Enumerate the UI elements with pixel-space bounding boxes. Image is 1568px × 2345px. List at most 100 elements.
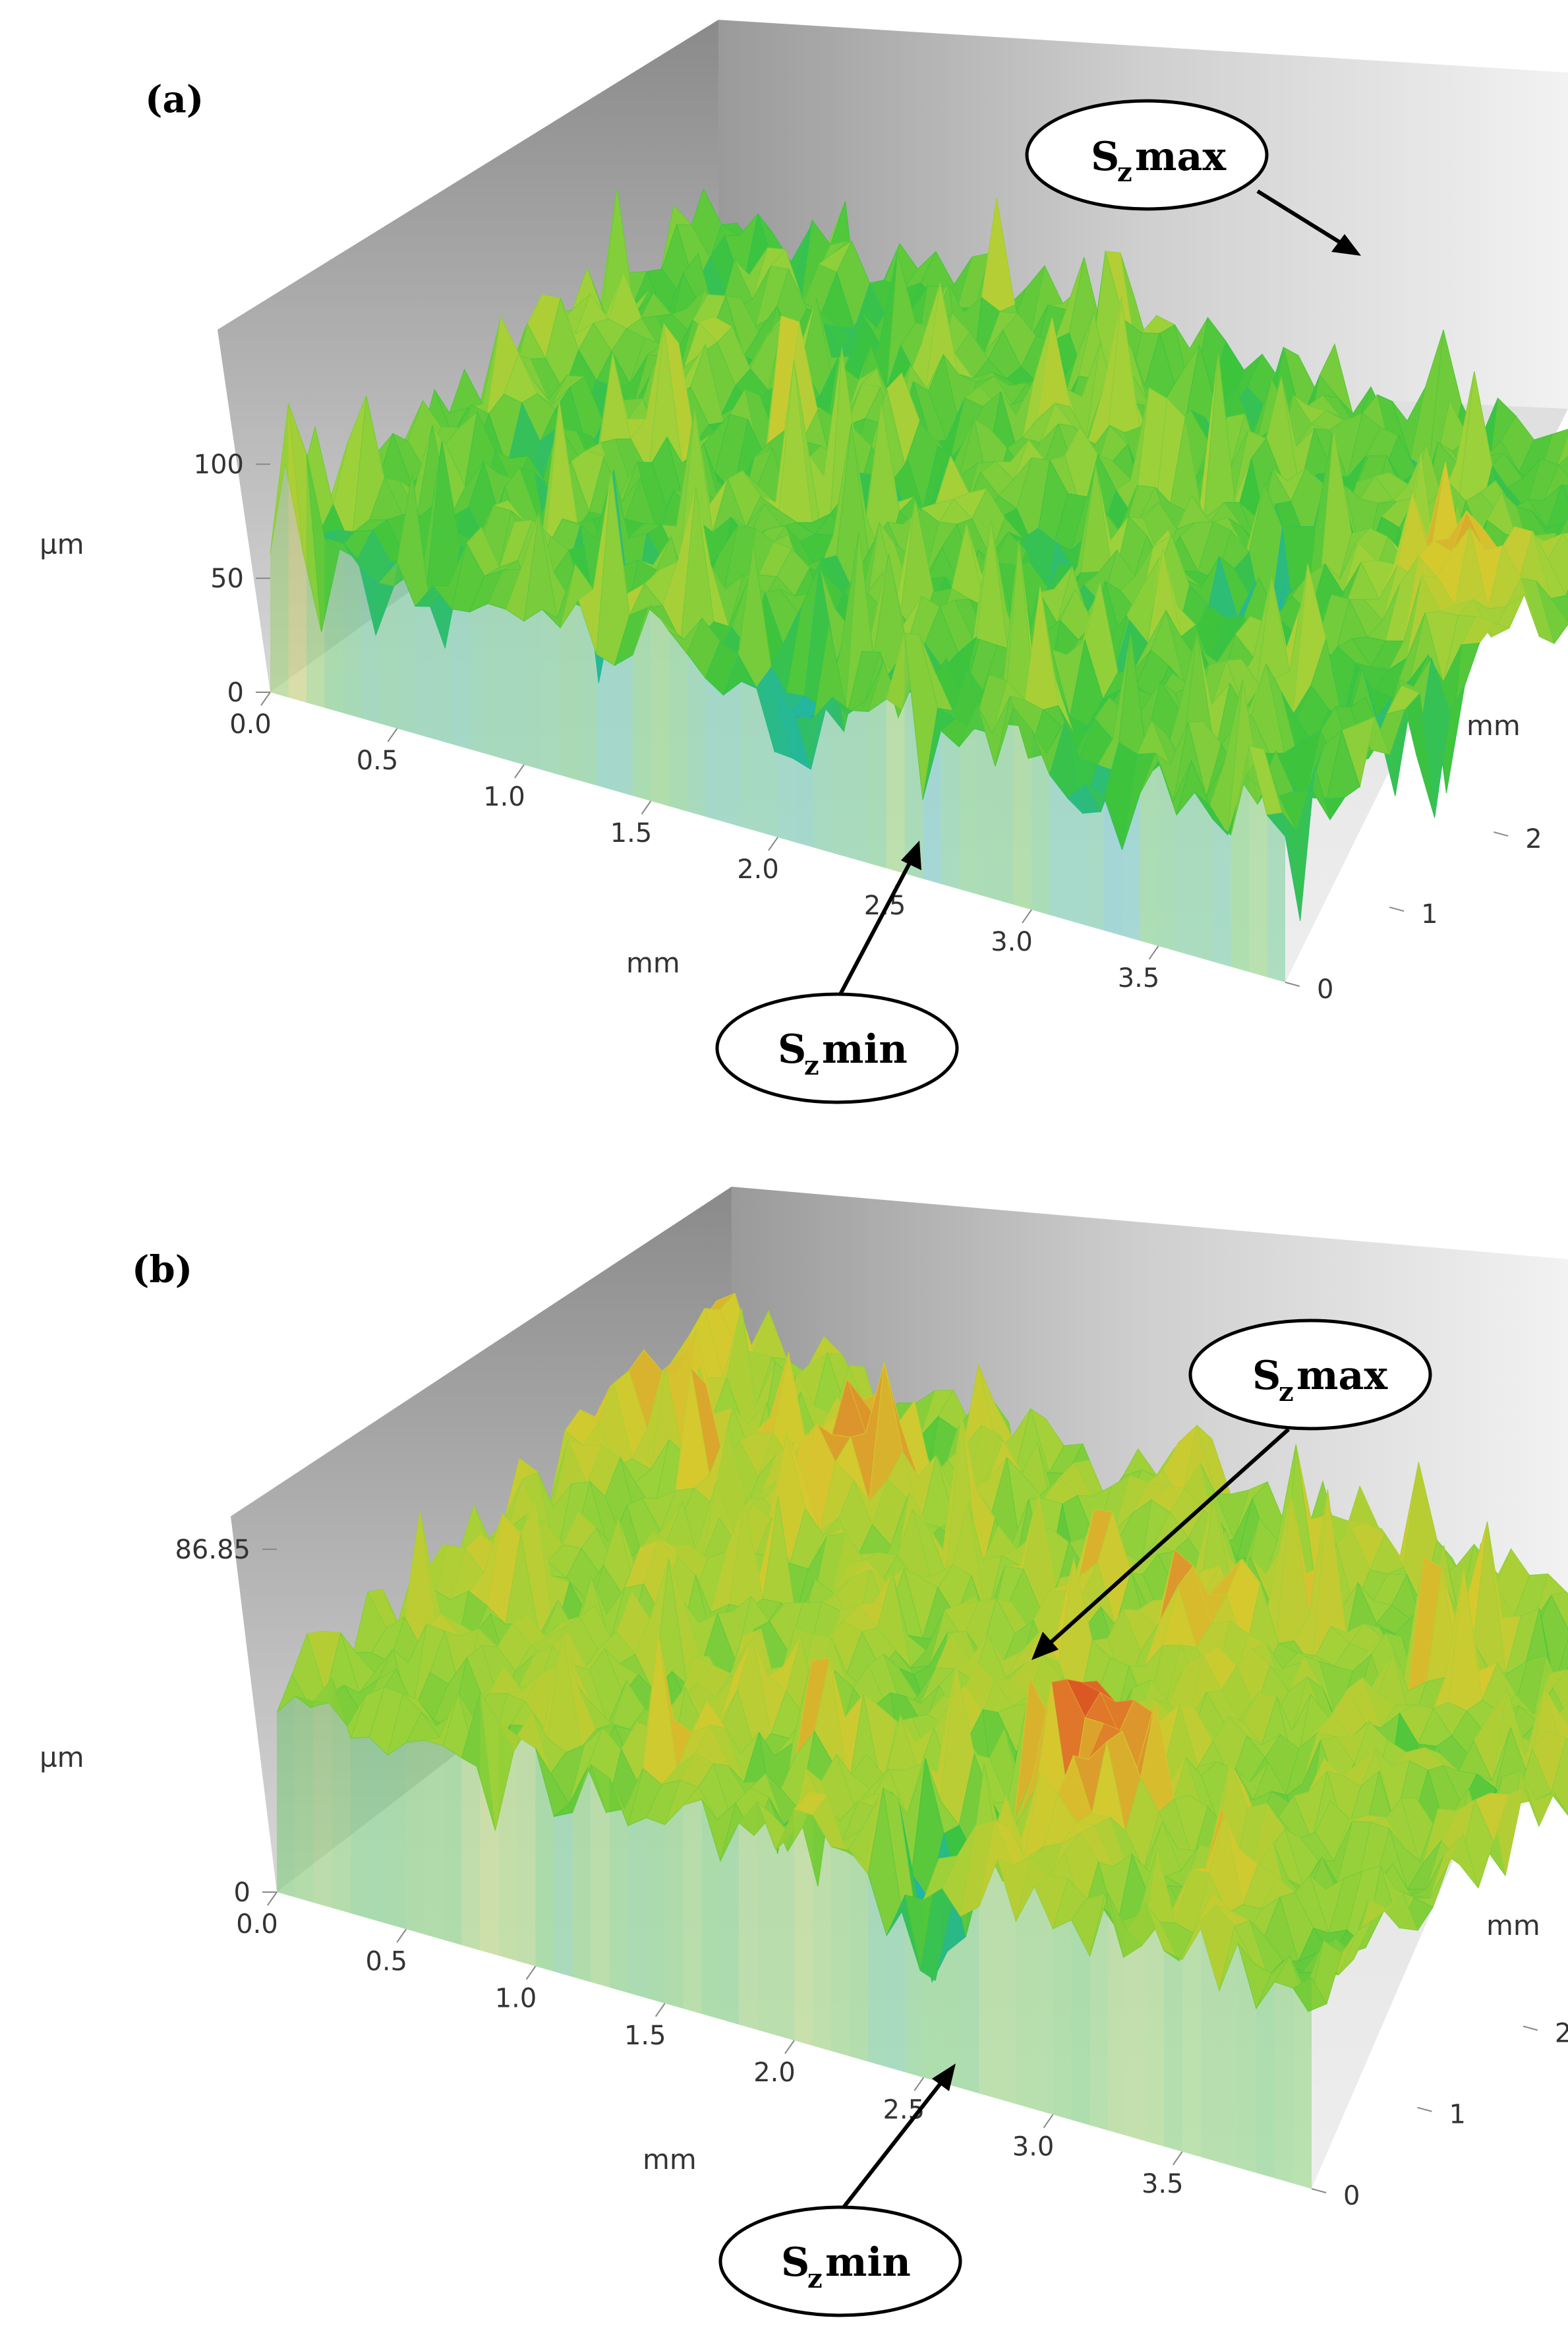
surface-front-skirt <box>1104 796 1122 936</box>
x-axis-label-a: mm <box>626 947 680 979</box>
x-tick-mark <box>387 728 398 742</box>
surface-front-skirt <box>270 403 289 698</box>
callout-szmax-b-sub: z <box>1279 1377 1294 1408</box>
surface-front-skirt <box>886 1895 906 2073</box>
y-tick-mark <box>1389 906 1405 912</box>
surface-mesh-a <box>270 187 1568 982</box>
x-tick-mark <box>260 692 271 706</box>
surface-front-skirt <box>741 681 760 833</box>
surface-front-skirt <box>794 1809 813 2046</box>
x-tick-label: 0.0 <box>229 709 272 740</box>
callout-szmin-a-sub: z <box>804 1050 819 1081</box>
surface-front-skirt <box>1237 1943 1256 2173</box>
z-tick-label: 0 <box>227 678 244 708</box>
surface-front-skirt <box>609 1778 628 1993</box>
surface-front-skirt <box>759 690 778 837</box>
callout-szmin-b-rest: min <box>825 2240 911 2286</box>
callout-szmax-b: S z max <box>1031 1319 1432 1660</box>
surface-front-skirt <box>560 600 579 781</box>
surface-front-skirt <box>850 1851 869 2062</box>
x-tick-mark <box>784 2040 795 2054</box>
callout-szmin-b-sub: z <box>807 2263 823 2294</box>
surface-front-skirt <box>1274 1982 1293 2183</box>
surface-front-skirt <box>1016 1886 1035 2110</box>
surface-front-skirt <box>705 678 724 822</box>
surface-front-skirt <box>1163 1950 1182 2152</box>
surface-front-skirt <box>406 1740 425 1935</box>
y-tick-label: 1 <box>1421 899 1437 930</box>
callout-szmin-b: S z min <box>718 2063 962 2317</box>
z-ticks-b: 086.85 <box>175 1535 277 1908</box>
x-tick-label: 2.0 <box>753 2058 796 2088</box>
x-ticks-a: 0.00.51.01.52.02.53.03.5 <box>229 692 1159 994</box>
x-tick-mark <box>396 1928 407 1943</box>
x-tick-label: 1.5 <box>624 2021 666 2051</box>
y-tick-label: 0 <box>1343 2181 1360 2211</box>
surface-front-skirt <box>831 1847 850 2057</box>
surface-front-skirt <box>959 703 977 895</box>
surface-front-skirt <box>738 1801 757 2030</box>
z-tick-label: 50 <box>210 564 244 594</box>
x-tick-label: 2.0 <box>737 854 779 885</box>
callout-szmax-a-rest: max <box>1135 134 1227 180</box>
x-tick-label: 3.5 <box>1118 963 1160 994</box>
callout-szmin-a: S z min <box>715 841 959 1104</box>
surface-front-skirt <box>1034 1886 1053 2115</box>
surface-front-skirt <box>997 1860 1016 2104</box>
x-tick-label: 3.0 <box>1012 2132 1055 2162</box>
callout-szmax-a-main: S <box>1091 134 1119 180</box>
x-tick-label: 3.5 <box>1142 2169 1184 2199</box>
surface-front-skirt <box>995 707 1014 905</box>
surface-front-skirt <box>923 1888 943 2083</box>
surface-front-skirt <box>868 699 886 869</box>
surface-front-skirt <box>596 654 615 791</box>
surface-front-skirt <box>397 562 415 734</box>
arrowhead-szmin-a <box>901 841 921 870</box>
y-tick-label: 0 <box>1317 974 1333 1005</box>
surface-front-skirt <box>1108 1893 1127 2136</box>
surface-front-skirt <box>578 600 596 786</box>
x-tick-label: 1.0 <box>495 1984 537 2014</box>
surface-front-skirt <box>332 1678 351 1914</box>
surface-mesh-b <box>276 1292 1568 2189</box>
y-tick-mark <box>1494 831 1509 837</box>
surface-facet <box>1292 1977 1327 2012</box>
surface-front-skirt <box>369 1737 388 1924</box>
z-tick-label: 0 <box>234 1878 250 1908</box>
surface-front-skirt <box>343 543 361 719</box>
surface-front-skirt <box>1176 792 1195 957</box>
z-axis-label-b: µm <box>40 1741 84 1773</box>
surface-front-skirt <box>778 695 796 843</box>
arrow-szmin-a <box>838 856 915 995</box>
x-tick-mark <box>768 837 778 851</box>
surface-front-skirt <box>461 1692 480 1951</box>
surface-front-skirt <box>1053 1920 1072 2120</box>
callout-szmin-a-rest: min <box>822 1026 908 1073</box>
x-tick-label: 0.5 <box>365 1946 407 1976</box>
surface-front-skirt <box>923 730 941 884</box>
surface-front-skirt <box>701 1799 720 2019</box>
surface-front-skirt <box>1140 760 1159 946</box>
z-axis-label-a: µm <box>40 528 84 560</box>
surface-front-skirt <box>351 1737 370 1919</box>
x-ticks-b: 0.00.51.01.52.02.53.03.5 <box>236 1891 1184 2199</box>
y-axis-label-a: mm <box>1466 709 1521 742</box>
x-axis-label-b: mm <box>643 2143 697 2176</box>
x-tick-label: 1.0 <box>483 782 525 812</box>
surface-front-skirt <box>757 1801 776 2035</box>
surface-front-skirt <box>633 605 651 801</box>
surface-facet <box>1561 484 1568 500</box>
surface-front-skirt <box>524 609 542 770</box>
surface-front-skirt <box>1249 746 1267 978</box>
surface-front-skirt <box>669 631 687 812</box>
surface-front-skirt <box>813 1815 832 2052</box>
surface-front-skirt <box>415 585 434 739</box>
surface-front-skirt <box>1182 1928 1201 2157</box>
surface-front-skirt <box>591 1764 610 1988</box>
x-tick-label: 0.0 <box>236 1909 278 1940</box>
surface-front-skirt <box>1126 1903 1146 2141</box>
surface-facet <box>1558 456 1568 477</box>
surface-front-skirt <box>451 609 470 750</box>
